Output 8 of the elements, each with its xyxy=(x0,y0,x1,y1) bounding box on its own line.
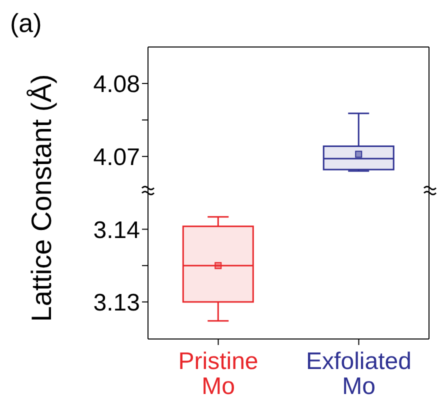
y-tick-label: 4.08 xyxy=(93,71,140,98)
x-tick-label: Exfoliated Mo xyxy=(306,348,412,400)
y-tick-label: 4.07 xyxy=(93,144,140,171)
chart-title: (a) xyxy=(10,8,42,39)
y-tick-label: 3.13 xyxy=(93,289,140,316)
y-tick-label: 3.14 xyxy=(93,216,140,244)
y-axis-title: Lattice Constant (Å) xyxy=(26,74,58,322)
x-tick-label: Pristine Mo xyxy=(178,348,258,400)
